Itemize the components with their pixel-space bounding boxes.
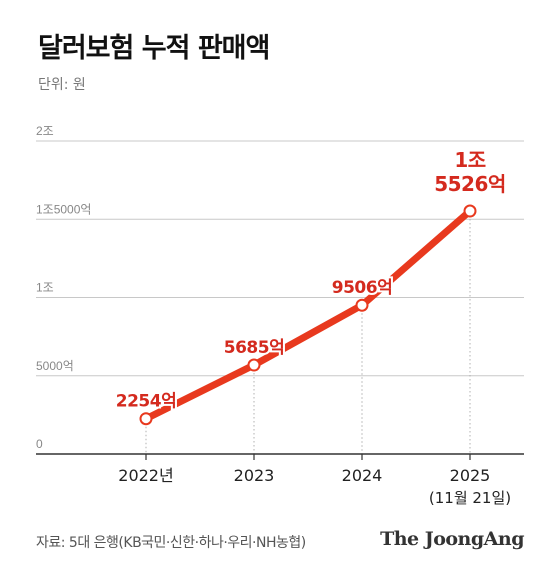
data-point (139, 412, 153, 426)
data-label: 5685억 (224, 338, 284, 358)
y-tick-label: 1조 (36, 281, 54, 295)
data-label: 2254억 (116, 392, 176, 412)
data-point (247, 358, 261, 372)
y-tick-label: 2조 (36, 124, 54, 138)
data-label: 1조 (454, 148, 485, 172)
unit-label: 단위: 원 (38, 77, 86, 93)
series-line (142, 207, 474, 423)
publisher-logo: The JoongAng (380, 528, 524, 550)
x-tick-label: 2024 (342, 466, 383, 485)
data-point (355, 298, 369, 312)
data-point (463, 204, 477, 218)
x-tick-label: 2025 (450, 466, 491, 485)
y-tick-label: 5000억 (36, 359, 74, 373)
x-tick-sublabel: (11월 21일) (429, 489, 511, 507)
chart-title: 달러보험 누적 판매액 (38, 33, 270, 64)
data-label: 9506억 (332, 278, 392, 298)
y-tick-label: 0 (36, 437, 43, 451)
source-note: 자료: 5대 은행(KB국민·신한·하나·우리·NH농협) (36, 535, 306, 551)
y-tick-label: 1조5000억 (36, 202, 91, 216)
data-label: 5526억 (434, 172, 506, 196)
x-tick-label: 2022년 (118, 466, 173, 485)
x-tick-label: 2023 (234, 466, 275, 485)
